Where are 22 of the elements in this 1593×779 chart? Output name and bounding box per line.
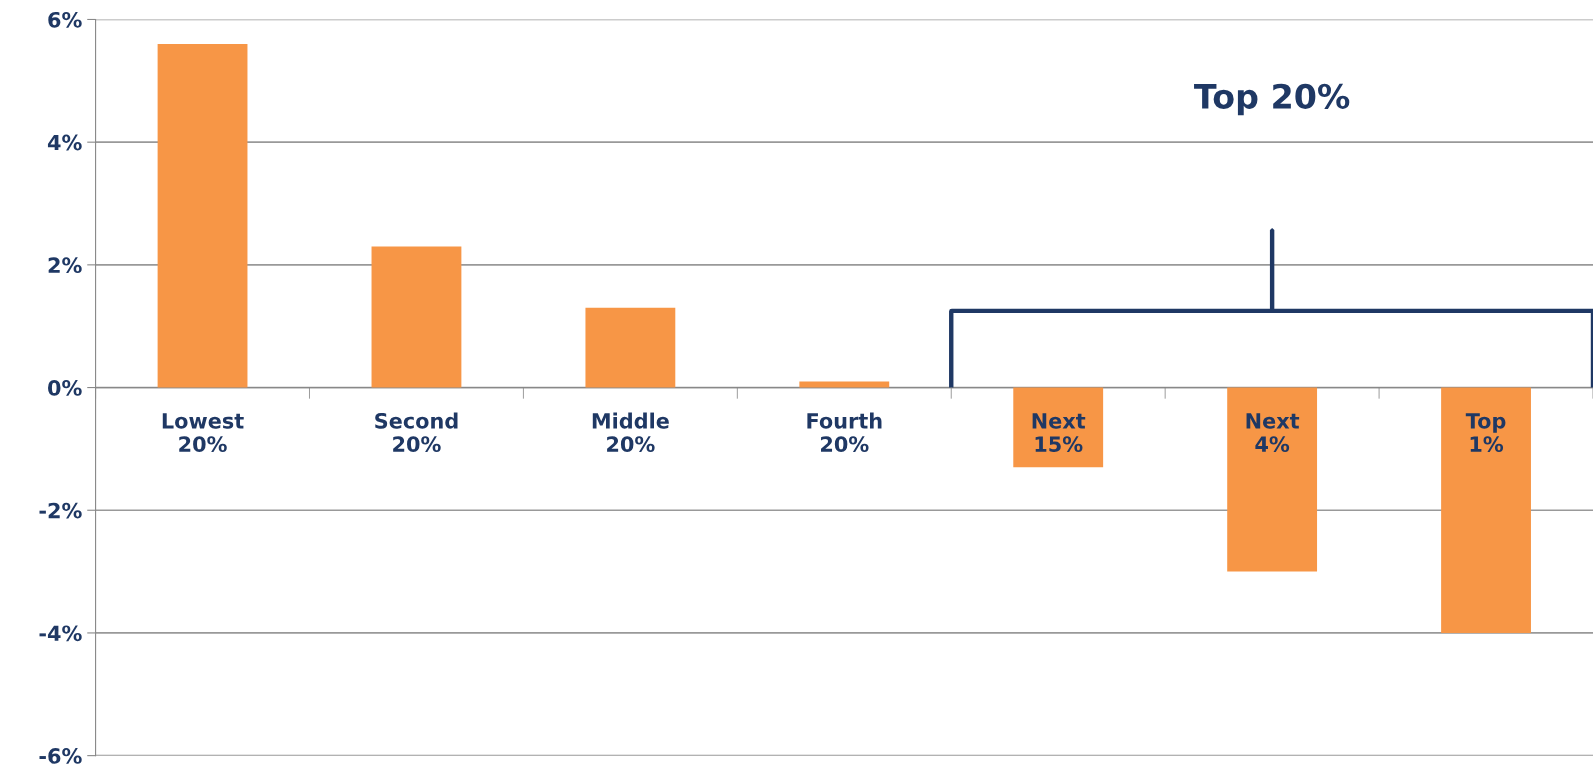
y-tick-label: -6% [39,748,82,764]
y-tick-label: 0% [48,380,82,396]
bar [1227,387,1318,572]
y-tick-label: 2% [48,257,82,274]
x-tick-label: Fourth 20% [807,412,882,453]
annotation: Top 20% [1194,83,1350,116]
x-tick-label: Top 1% [1465,413,1506,453]
x-tick-label: Next 4% [1246,413,1300,453]
y-tick-label: 6% [48,11,82,28]
y-tick-label: -2% [39,502,82,519]
bar [157,44,248,388]
y-tick-label: 4% [47,134,82,151]
bar [1013,387,1104,468]
bar [799,381,890,388]
x-tick-label: Second 20% [375,412,458,453]
bar [371,246,462,388]
bar [1441,387,1531,633]
x-tick-label: Lowest 20% [162,413,244,453]
bar [585,307,676,388]
x-tick-label: Next 15% [1032,413,1086,453]
x-tick-label: Middle 20% [592,412,669,453]
y-tick-label: -4% [39,625,82,642]
